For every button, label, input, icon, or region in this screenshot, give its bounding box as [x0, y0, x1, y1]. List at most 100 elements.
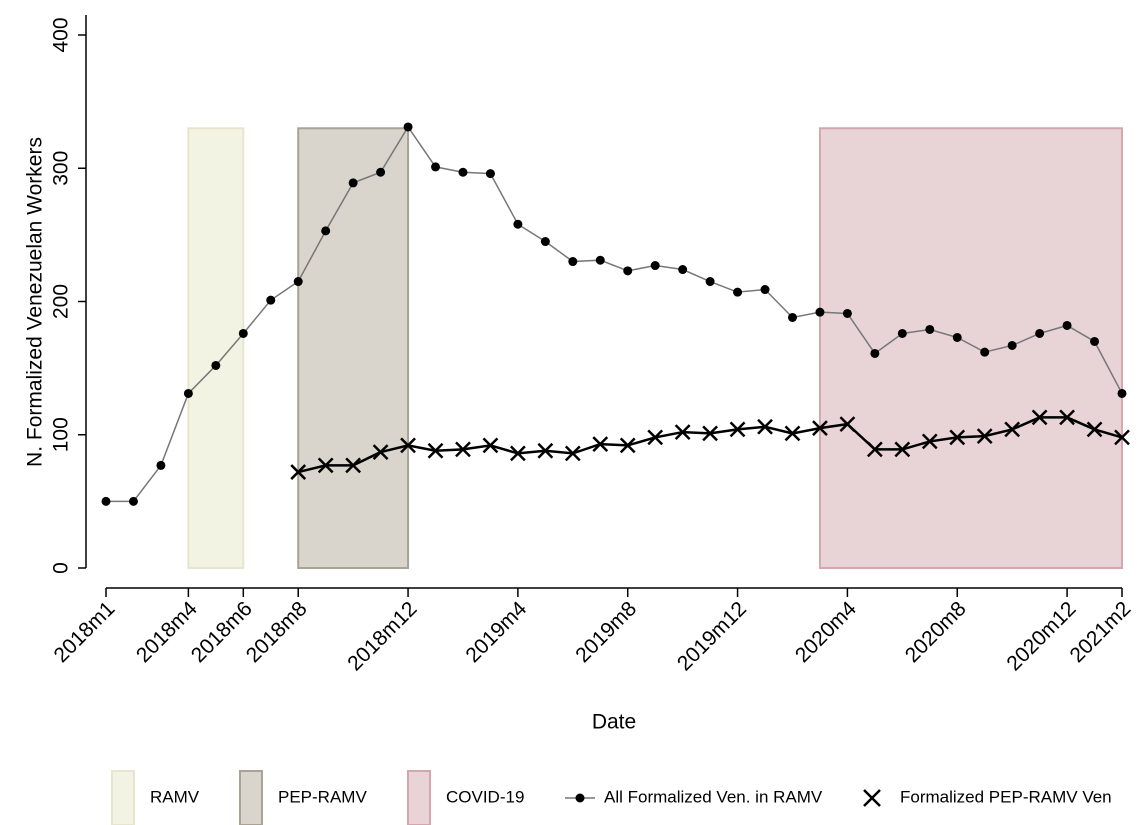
- data-point: [345, 457, 362, 474]
- data-point: [866, 441, 883, 458]
- data-point: [317, 457, 334, 474]
- data-point: [921, 433, 938, 450]
- data-point: [952, 332, 962, 342]
- data-point: [372, 444, 389, 460]
- cross-stroke: [317, 457, 334, 474]
- data-point: [812, 420, 828, 436]
- data-point: [510, 445, 526, 462]
- data-point: [513, 219, 523, 229]
- data-point: [1114, 429, 1130, 446]
- data-point: [1086, 421, 1103, 438]
- data-point: [980, 347, 990, 357]
- data-point: [376, 167, 386, 177]
- data-point: [839, 416, 856, 432]
- shaded-band: [297, 127, 410, 569]
- y-tick-label: 100: [50, 417, 73, 452]
- legend-label: COVID-19: [446, 787, 524, 806]
- data-point: [729, 421, 746, 438]
- cross-stroke: [564, 445, 581, 462]
- data-point: [674, 424, 691, 440]
- data-point: [678, 265, 688, 275]
- data-point: [870, 348, 880, 358]
- data-point: [897, 328, 907, 338]
- cross-stroke: [427, 442, 444, 459]
- cross-stroke: [400, 437, 416, 454]
- legend-swatch: [407, 770, 431, 825]
- data-point: [784, 425, 801, 442]
- cross-stroke: [729, 421, 746, 438]
- cross-stroke: [839, 416, 856, 432]
- y-tick-label: 0: [50, 562, 73, 574]
- data-point: [427, 442, 444, 459]
- cross-stroke: [619, 437, 636, 454]
- data-point: [815, 307, 825, 317]
- y-tick-label: 200: [50, 284, 73, 319]
- cross-stroke: [455, 441, 471, 458]
- series-line: [106, 125, 1123, 503]
- data-point: [1117, 388, 1127, 398]
- data-point: [211, 360, 221, 370]
- data-point: [293, 277, 303, 287]
- cross-stroke: [894, 441, 911, 458]
- data-point: [183, 388, 193, 398]
- cross-stroke: [345, 457, 362, 474]
- data-point: [238, 328, 248, 338]
- x-tick-label: 2019m4: [461, 597, 531, 667]
- y-tick-label: 400: [50, 17, 73, 52]
- data-point: [623, 266, 633, 276]
- data-point: [842, 308, 852, 318]
- data-point: [702, 425, 718, 442]
- x-tick-label: 2020m12: [1002, 597, 1080, 675]
- y-axis-title: N. Formalized Venezuelan Workers: [24, 137, 47, 467]
- data-point: [485, 169, 495, 179]
- x-tick-label: 2018m1: [50, 597, 120, 667]
- data-point: [1090, 336, 1100, 346]
- data-point: [1007, 340, 1017, 350]
- data-point: [540, 237, 550, 247]
- cross-stroke: [921, 433, 938, 450]
- data-point: [647, 429, 664, 446]
- data-point: [949, 429, 966, 446]
- cross-stroke: [866, 441, 883, 458]
- x-tick-label: 2018m8: [242, 597, 312, 667]
- data-point: [757, 418, 773, 435]
- cross-stroke: [784, 425, 801, 442]
- data-point: [1035, 328, 1045, 338]
- cross-stroke: [702, 425, 718, 442]
- data-point: [321, 226, 331, 236]
- legend-label: Formalized PEP-RAMV Ven: [900, 787, 1112, 806]
- legend-label: PEP-RAMV: [278, 787, 367, 806]
- cross-stroke: [1031, 409, 1048, 426]
- x-axis-title: Date: [592, 711, 636, 734]
- legend-swatch: [239, 770, 263, 825]
- data-point: [455, 441, 471, 458]
- shaded-band: [818, 127, 1123, 569]
- legend-marker: [863, 789, 881, 807]
- data-point: [705, 277, 715, 287]
- cross-stroke: [510, 445, 526, 462]
- data-point: [619, 437, 636, 454]
- cross-stroke: [1059, 409, 1075, 426]
- x-tick-label: 2018m12: [343, 597, 421, 675]
- cross-stroke: [1004, 421, 1021, 438]
- cross-stroke: [674, 424, 691, 440]
- data-point: [760, 285, 770, 295]
- x-tick-label: 2020m8: [901, 597, 971, 667]
- cross-stroke: [812, 420, 828, 436]
- data-point: [290, 464, 307, 480]
- data-point: [925, 324, 935, 334]
- data-point: [976, 428, 993, 444]
- data-point: [266, 295, 276, 305]
- data-point: [568, 257, 578, 267]
- shaded-band: [187, 127, 245, 569]
- cross-stroke: [647, 429, 664, 446]
- data-point: [458, 167, 468, 177]
- x-tick-label: 2019m12: [673, 597, 751, 675]
- cross-stroke: [1086, 421, 1103, 438]
- data-point: [1062, 320, 1072, 330]
- data-point: [1004, 421, 1021, 438]
- cross-stroke: [949, 429, 966, 446]
- data-point: [400, 437, 416, 454]
- legend-marker: [575, 793, 585, 803]
